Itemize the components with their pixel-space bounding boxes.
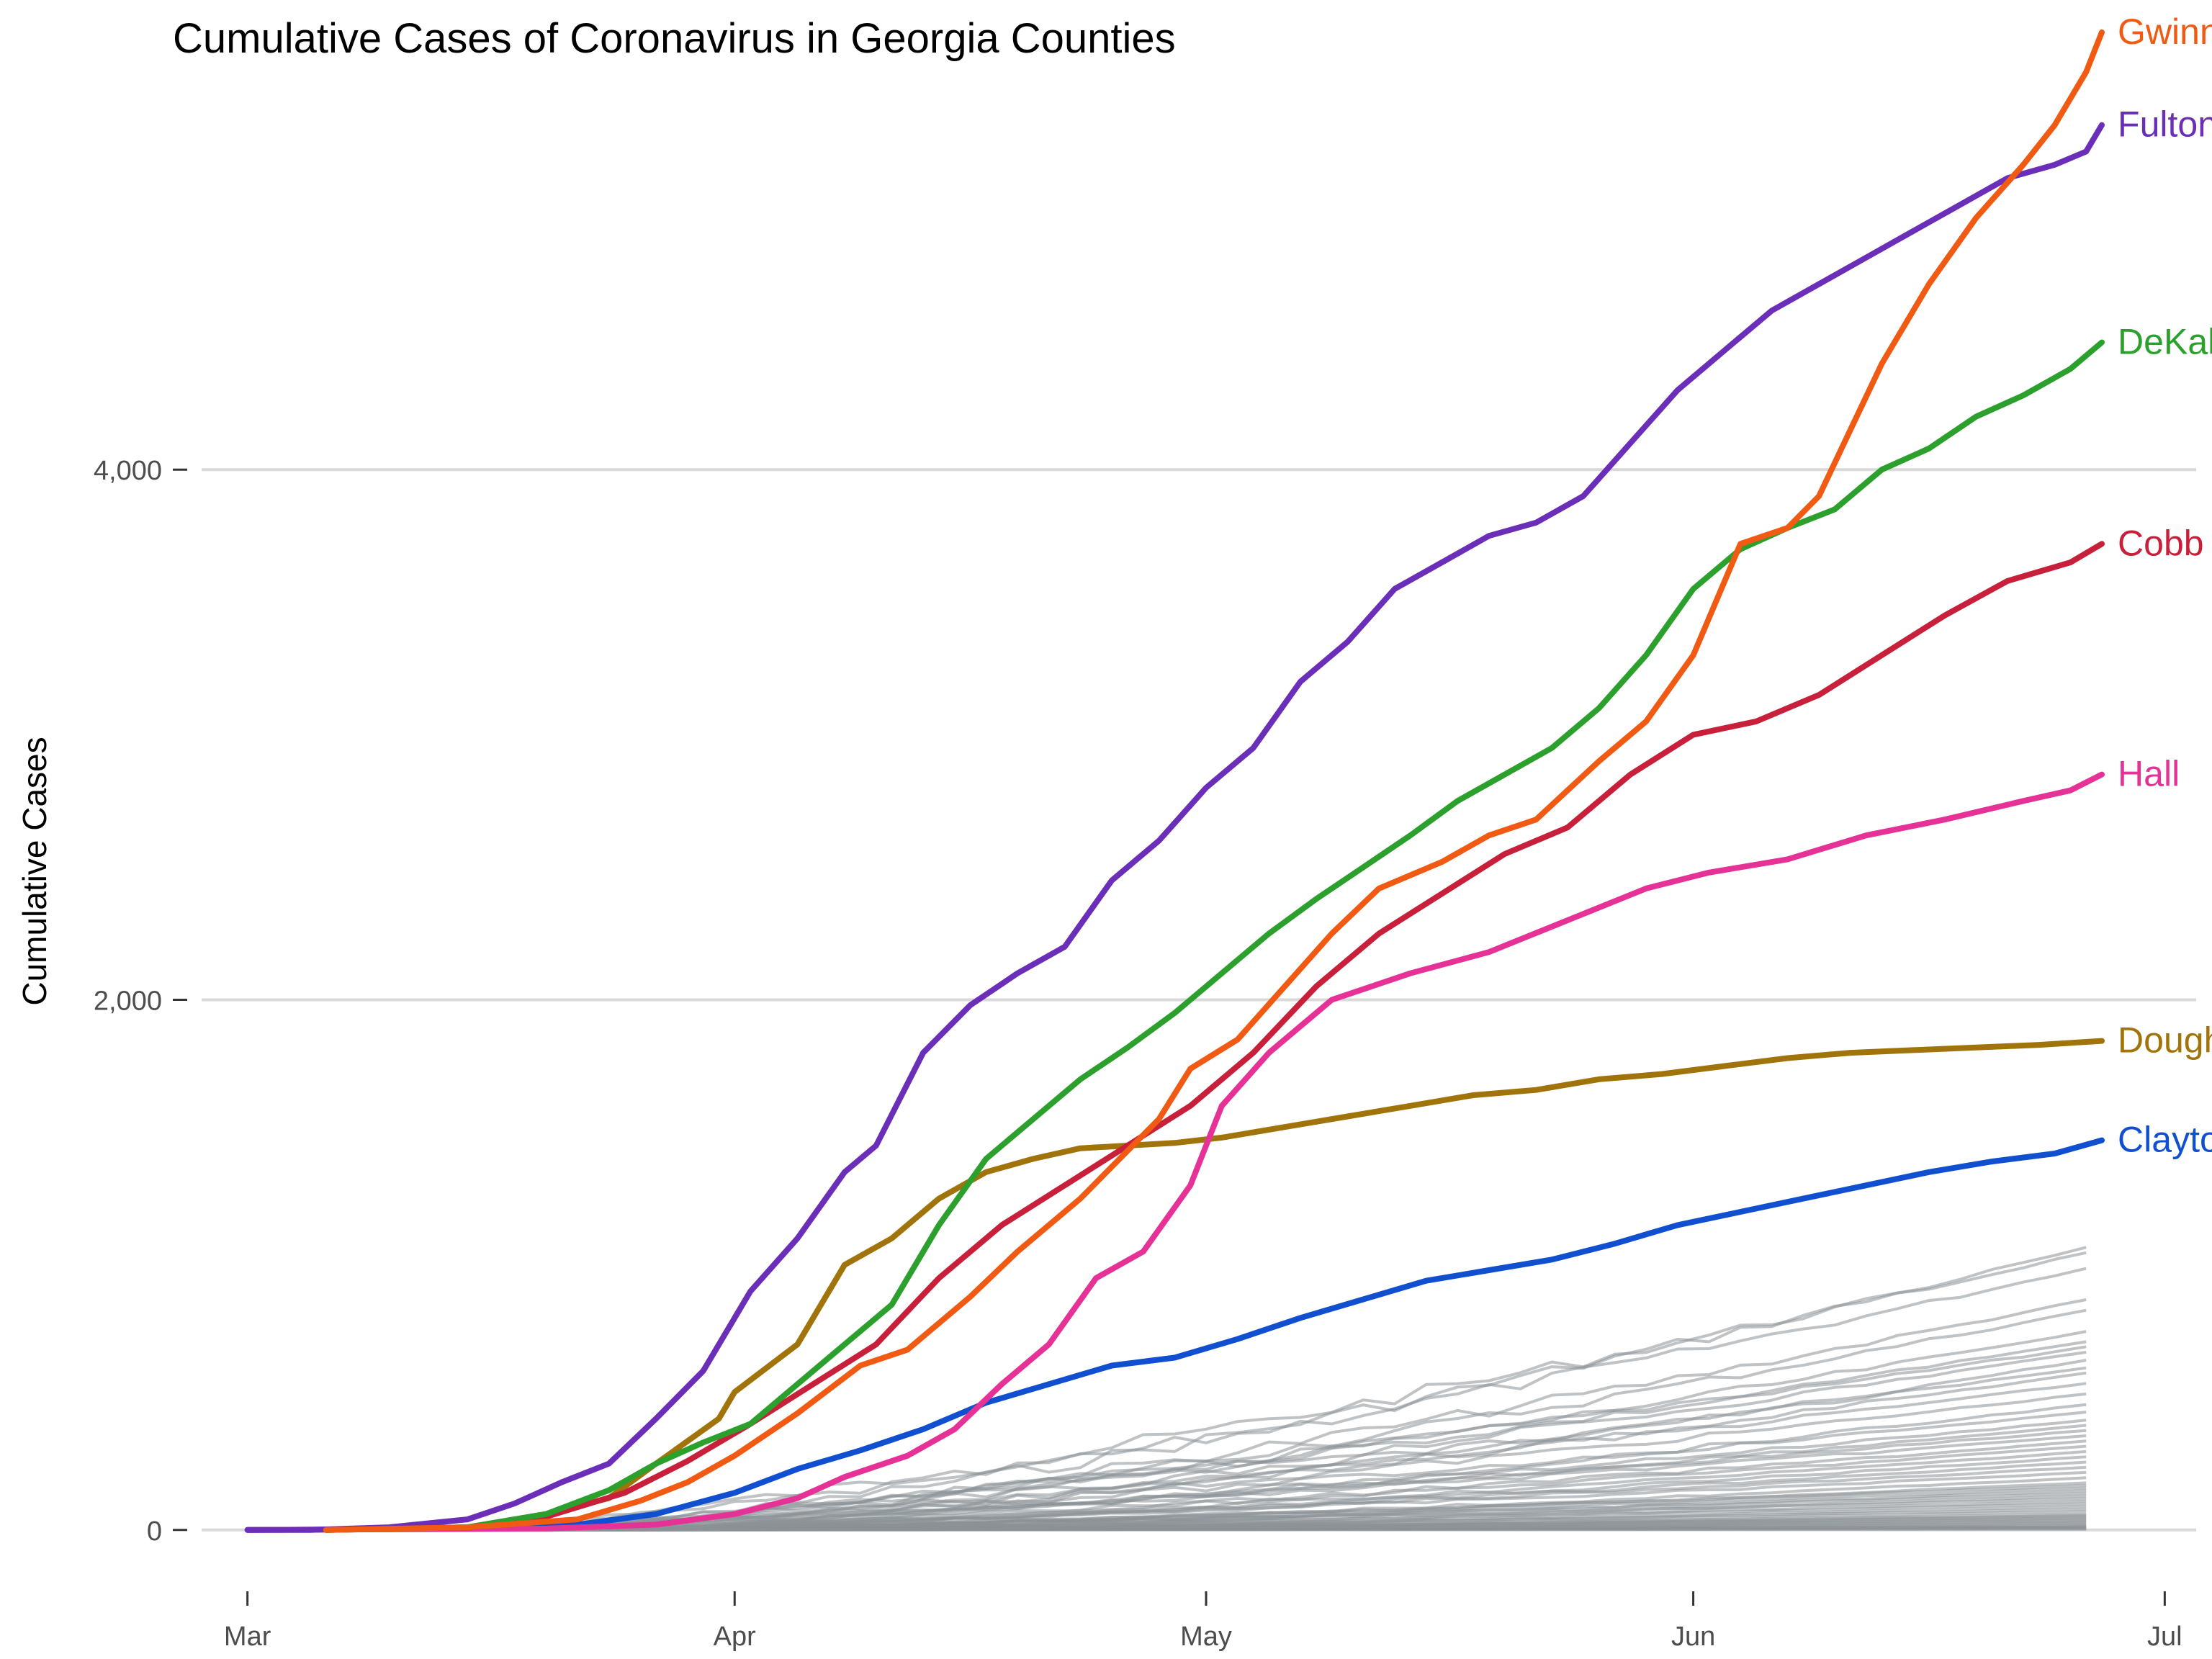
- series-line-cobb: [323, 541, 2105, 1533]
- x-tick-label: Mar: [224, 1622, 271, 1652]
- series-line-dekalb: [323, 339, 2105, 1533]
- series-label-dekalb: DeKalb: [2118, 322, 2212, 362]
- x-tick-label: May: [1180, 1622, 1232, 1652]
- x-tick-label: Apr: [714, 1622, 756, 1652]
- series-label-gwinnett: Gwinnett: [2118, 12, 2212, 52]
- background-county-line: [389, 1527, 2087, 1532]
- x-tick-label: Jul: [2147, 1622, 2182, 1652]
- series-line-dougherty: [323, 1038, 2105, 1533]
- series-label-cobb: Cobb: [2118, 523, 2204, 563]
- series-line-hall: [244, 771, 2105, 1533]
- series-label-clayton: Clayton: [2118, 1120, 2212, 1160]
- series-label-dougherty: Dougherty: [2118, 1020, 2212, 1061]
- y-tick-label: 2,000: [94, 986, 162, 1016]
- y-axis-label: Cumulative Cases: [16, 737, 53, 1006]
- series-line-gwinnett: [323, 29, 2105, 1533]
- series-line-clayton: [244, 1137, 2105, 1533]
- series-label-hall: Hall: [2118, 754, 2180, 794]
- x-tick-label: Jun: [1671, 1622, 1715, 1652]
- series-line-fulton: [244, 122, 2105, 1533]
- background-county-line: [389, 1345, 2087, 1532]
- y-tick-label: 0: [147, 1516, 162, 1547]
- chart-title: Cumulative Cases of Coronavirus in Georg…: [173, 15, 1176, 62]
- y-tick-label: 4,000: [94, 456, 162, 486]
- series-label-fulton: Fulton: [2118, 104, 2212, 145]
